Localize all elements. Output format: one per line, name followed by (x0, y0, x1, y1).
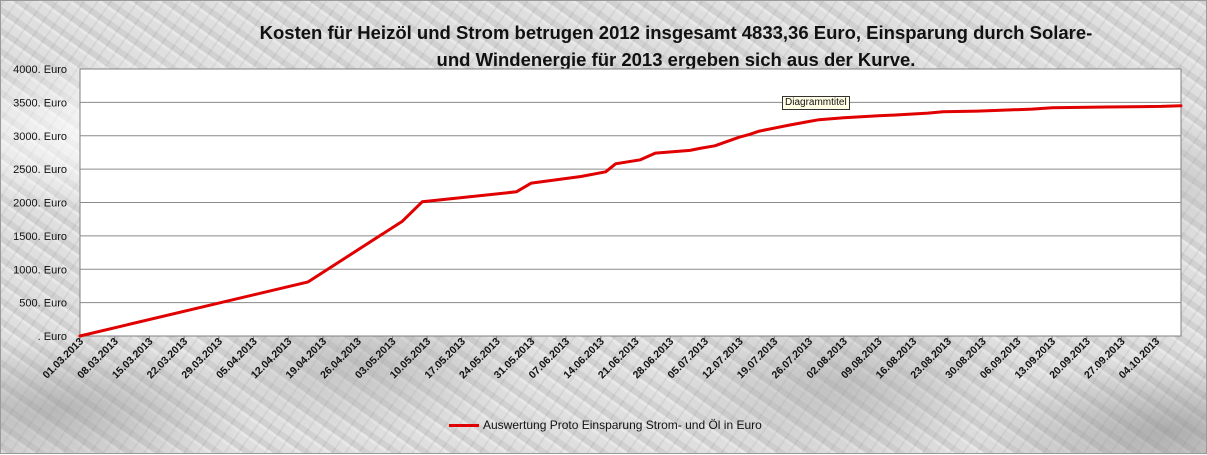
chart-tooltip: Diagrammtitel (782, 96, 850, 110)
legend-swatch (449, 423, 479, 427)
y-tick-label: 3500. Euro (13, 97, 67, 109)
series-line (78, 104, 1183, 338)
y-tick-label: . Euro (38, 331, 67, 343)
legend-label: Auswertung Proto Einsparung Strom- und Ö… (483, 418, 762, 432)
y-tick-label: 4000. Euro (13, 64, 67, 76)
chart-legend[interactable]: Auswertung Proto Einsparung Strom- und Ö… (449, 417, 762, 433)
y-tick-label: 2500. Euro (13, 164, 67, 176)
y-tick-label: 1000. Euro (13, 264, 67, 276)
chart-title: Kosten für Heizöl und Strom betrugen 201… (259, 22, 1093, 70)
y-tick-label: 500. Euro (19, 298, 67, 310)
y-tick-label: 3000. Euro (13, 131, 67, 143)
gridlines (80, 101, 1181, 304)
x-axis-labels: 01.03.201308.03.201315.03.201322.03.2013… (40, 336, 1162, 382)
y-axis-labels: . Euro 500. Euro 1000. Euro 1500. Euro 2000.… (13, 64, 67, 343)
y-tick-label: 1500. Euro (13, 231, 67, 243)
series-lines (78, 104, 1183, 338)
y-tick-label: 2000. Euro (13, 198, 67, 210)
